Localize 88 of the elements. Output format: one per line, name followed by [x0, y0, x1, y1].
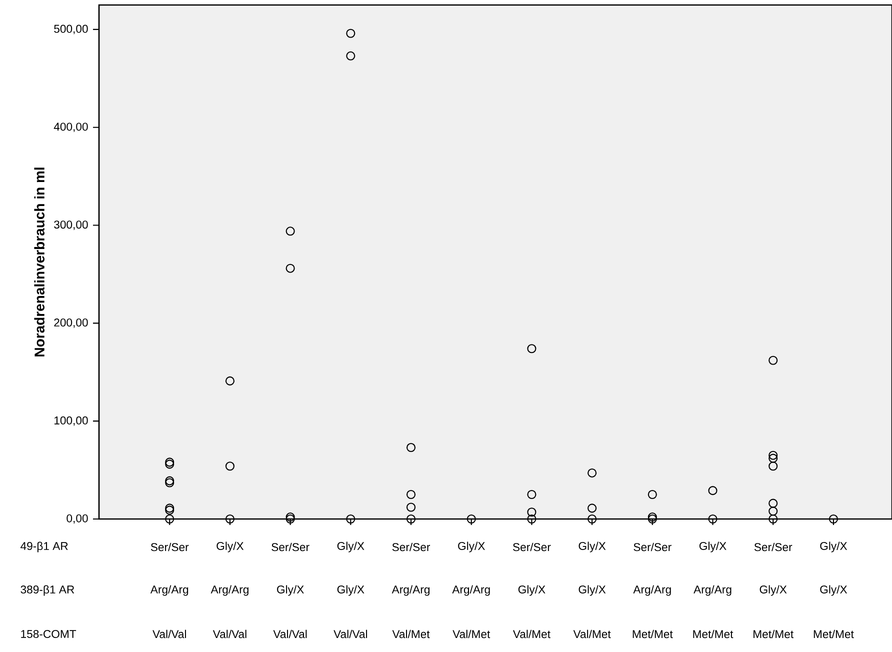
text: Val/Val — [152, 630, 186, 638]
text: 49-β1 AR — [20, 542, 68, 552]
point — [768, 450, 778, 460]
text: Arg/Arg — [633, 585, 671, 596]
text: Arg/Arg — [210, 585, 248, 596]
x-tick-label: Ser/Ser — [754, 542, 792, 552]
text: Gly/X — [277, 585, 304, 596]
point — [527, 490, 536, 500]
y-axis-title: Noradrenalinverbrauch in ml — [34, 168, 44, 356]
x-tick-label: Ser/Ser — [392, 542, 430, 552]
text: Arg/Arg — [392, 585, 430, 596]
x-tick-label: Gly/X — [458, 542, 485, 552]
point — [286, 264, 295, 273]
point — [768, 506, 778, 516]
text: Val/Met — [573, 630, 611, 638]
text: Gly/X — [820, 585, 848, 596]
point — [406, 490, 416, 500]
point — [708, 514, 718, 524]
point — [828, 514, 838, 524]
y-tick-label: 400,00 — [54, 122, 88, 132]
point — [165, 476, 174, 486]
text: Arg/Arg — [694, 585, 732, 596]
x-tick-label: Gly/X — [337, 542, 364, 552]
text: Val/Val — [212, 630, 246, 638]
point — [165, 504, 174, 513]
point — [406, 442, 416, 452]
point — [527, 514, 536, 524]
text: Met/Met — [632, 630, 673, 638]
x-tick-label: Ser/Ser — [513, 542, 551, 552]
text: Val/Met — [512, 630, 550, 638]
point — [225, 514, 234, 524]
point — [346, 28, 356, 38]
text: Val/Val — [273, 630, 307, 638]
text: Arg/Arg — [150, 585, 188, 596]
point — [768, 498, 778, 508]
point — [648, 514, 657, 524]
point — [165, 506, 174, 515]
text: Gly/X — [518, 585, 546, 596]
point — [225, 376, 234, 386]
text: Met/Met — [754, 630, 794, 638]
point — [768, 462, 778, 471]
point — [225, 462, 234, 471]
point — [165, 458, 174, 467]
text: Met/Met — [814, 630, 854, 638]
point — [527, 344, 536, 354]
x-tick-label: Gly/X — [820, 542, 848, 552]
point — [346, 514, 356, 524]
text: 389-β1 AR — [20, 585, 74, 596]
point — [165, 478, 174, 488]
x-tick-label: Gly/X — [216, 542, 244, 552]
y-tick-label: 300,00 — [54, 220, 88, 230]
point — [346, 51, 356, 60]
text: Met/Met — [693, 630, 734, 638]
point — [588, 504, 597, 513]
point — [406, 514, 416, 524]
y-tick-label: 500,00 — [54, 24, 88, 34]
text: Val/Met — [452, 630, 490, 638]
point — [527, 508, 536, 517]
point — [286, 514, 295, 524]
text: Val/Met — [392, 630, 430, 638]
x-tick-label: Ser/Ser — [272, 542, 310, 552]
point — [286, 512, 295, 522]
point — [768, 454, 778, 463]
point — [466, 514, 476, 524]
y-tick-label: 200,00 — [54, 318, 88, 328]
point — [768, 356, 778, 365]
point — [768, 514, 778, 524]
y-tick-label: 0,00 — [66, 514, 88, 524]
text: Gly/X — [337, 585, 364, 596]
y-tick-label: 100,00 — [54, 416, 88, 426]
text: Val/Val — [334, 630, 368, 638]
x-tick-label: Ser/Ser — [634, 542, 672, 552]
point — [648, 512, 657, 522]
point — [406, 502, 416, 512]
point — [165, 460, 174, 469]
point — [286, 226, 295, 236]
x-tick-label: Gly/X — [578, 542, 606, 552]
point — [648, 490, 657, 500]
point — [588, 468, 597, 478]
text: Arg/Arg — [452, 585, 490, 596]
point — [588, 514, 597, 524]
x-tick-label: Gly/X — [699, 542, 726, 552]
point — [165, 514, 174, 524]
point — [708, 486, 718, 496]
text: Gly/X — [578, 585, 606, 596]
text: Gly/X — [760, 585, 787, 596]
text: 158-COMT — [21, 630, 76, 638]
x-tick-label: Ser/Ser — [150, 542, 189, 552]
